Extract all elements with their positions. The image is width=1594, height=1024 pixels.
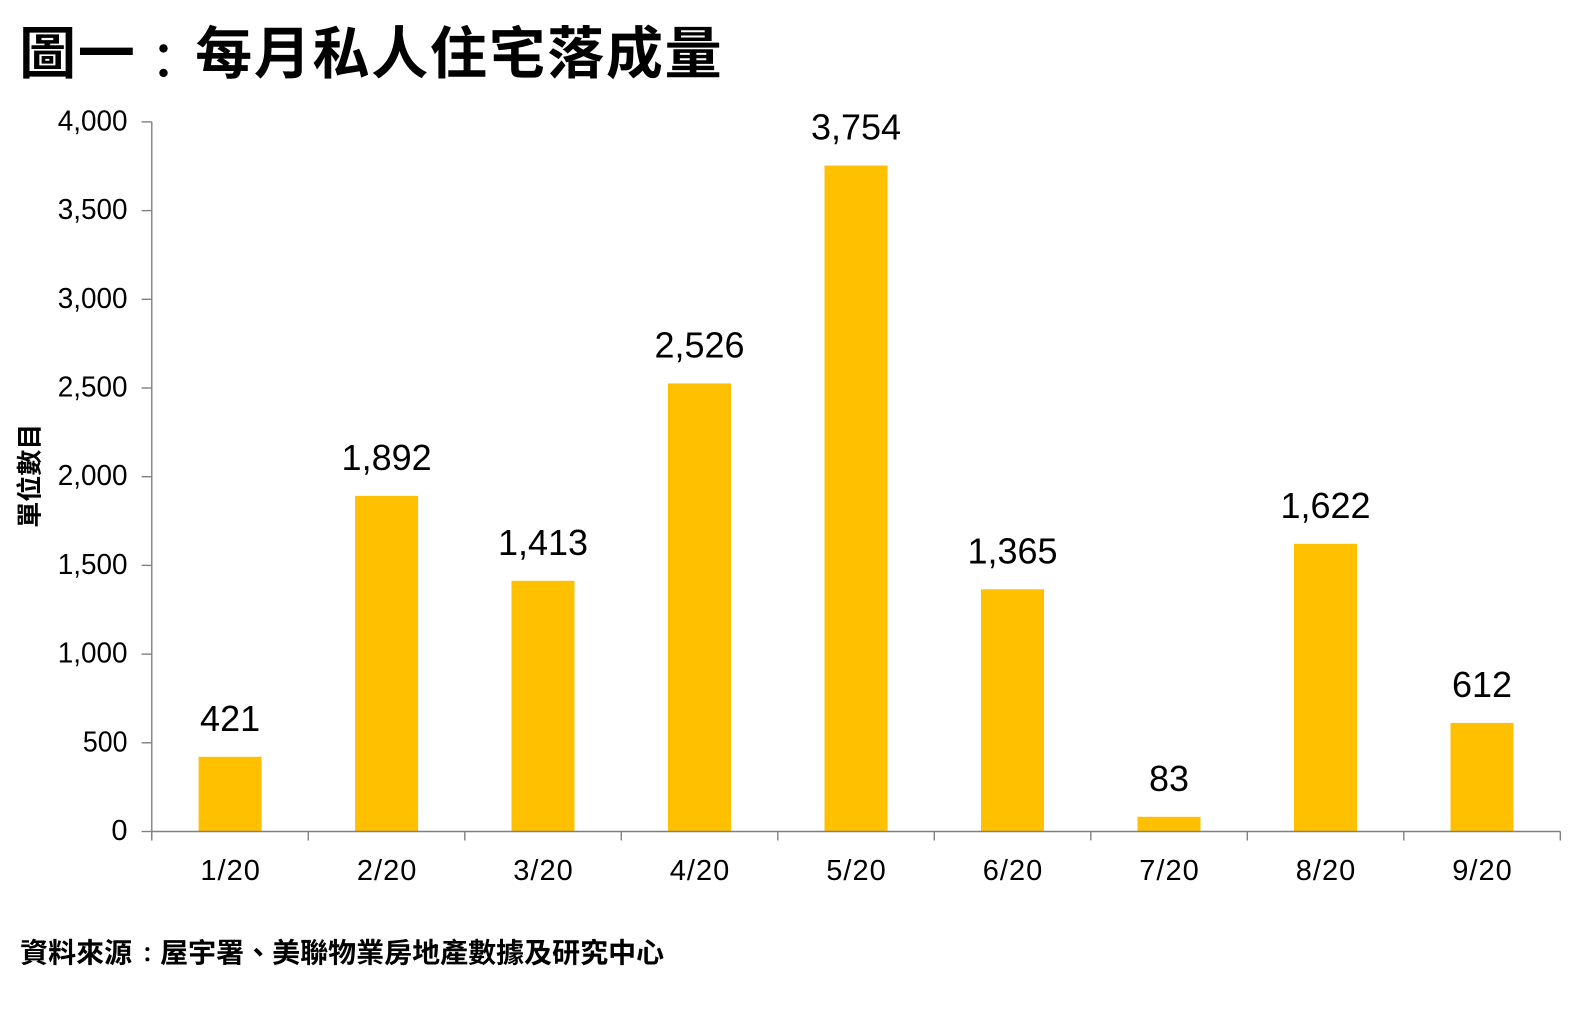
svg-text:0: 0 bbox=[111, 815, 127, 847]
svg-text:1,413: 1,413 bbox=[498, 522, 588, 563]
svg-text:1/20: 1/20 bbox=[200, 855, 260, 887]
svg-text:1,892: 1,892 bbox=[342, 437, 432, 478]
svg-text:2,526: 2,526 bbox=[654, 325, 744, 366]
svg-text:3/20: 3/20 bbox=[513, 855, 573, 887]
svg-text:8/20: 8/20 bbox=[1296, 855, 1356, 887]
svg-text:4,000: 4,000 bbox=[58, 105, 128, 137]
svg-text:3,000: 3,000 bbox=[58, 283, 128, 315]
svg-text:2,000: 2,000 bbox=[58, 460, 128, 492]
svg-text:3,754: 3,754 bbox=[811, 107, 901, 148]
svg-text:421: 421 bbox=[200, 698, 260, 739]
svg-text:4/20: 4/20 bbox=[670, 855, 730, 887]
svg-text:7/20: 7/20 bbox=[1139, 855, 1199, 887]
svg-text:2,500: 2,500 bbox=[58, 372, 128, 404]
svg-text:1,500: 1,500 bbox=[58, 549, 128, 581]
svg-text:612: 612 bbox=[1452, 664, 1512, 705]
svg-text:5/20: 5/20 bbox=[826, 855, 886, 887]
svg-text:6/20: 6/20 bbox=[983, 855, 1043, 887]
svg-text:500: 500 bbox=[83, 726, 128, 758]
svg-text:83: 83 bbox=[1149, 758, 1189, 799]
svg-text:1,365: 1,365 bbox=[967, 531, 1057, 572]
svg-text:2/20: 2/20 bbox=[357, 855, 417, 887]
svg-text:9/20: 9/20 bbox=[1452, 855, 1512, 887]
svg-text:3,500: 3,500 bbox=[58, 194, 128, 226]
svg-text:1,000: 1,000 bbox=[58, 638, 128, 670]
svg-text:1,622: 1,622 bbox=[1280, 485, 1370, 526]
